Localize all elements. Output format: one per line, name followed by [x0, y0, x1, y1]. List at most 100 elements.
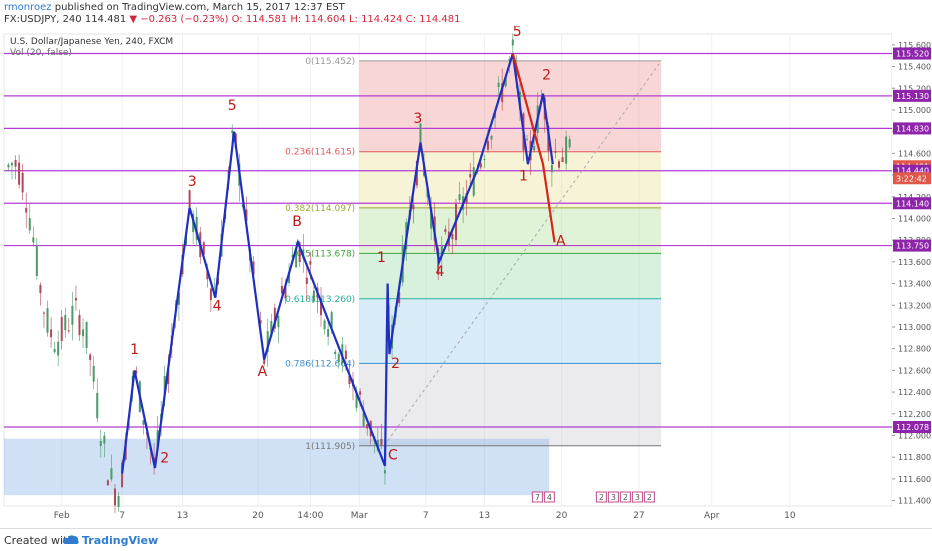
legend-badge-label: 3: [611, 493, 616, 502]
price-label: 115.130: [896, 92, 929, 101]
tradingview-brand[interactable]: TradingView: [82, 534, 159, 547]
x-tick-label: 7: [119, 511, 125, 521]
candle-body: [35, 245, 38, 276]
fib-zone: [359, 298, 662, 364]
chart-header: rmonroez published on TradingView.com, M…: [0, 0, 932, 26]
candle-body: [82, 329, 85, 337]
y-tick-label: 111.600: [898, 475, 931, 484]
x-tick-label: 20: [252, 511, 264, 521]
candle-body: [412, 204, 415, 210]
volume-area: [4, 438, 550, 496]
timer-box: [893, 172, 931, 185]
price-label: 114.440: [896, 167, 929, 176]
candle-body: [327, 329, 330, 337]
wave-label: A: [258, 364, 268, 380]
y-tick-label: 112.400: [898, 388, 931, 397]
y-tick-label: 113.600: [898, 258, 931, 267]
candle-body: [32, 237, 35, 243]
x-tick-label: Apr: [704, 511, 720, 521]
candle-body: [21, 172, 24, 193]
candle-body: [366, 424, 369, 429]
y-tick-label: 115.200: [898, 84, 931, 93]
legend-badge: [643, 491, 655, 503]
candle-body: [92, 365, 95, 382]
candle-body: [117, 495, 120, 508]
candle-body: [334, 351, 337, 355]
legend-badge-label: 3: [635, 493, 640, 502]
price-label-box: [893, 122, 931, 135]
candle-body: [121, 462, 124, 488]
candle-body: [114, 488, 116, 506]
fib-zone: [359, 253, 662, 299]
y-tick-label: 112.800: [898, 345, 931, 354]
candle-body: [39, 284, 42, 294]
wave-label: 3: [188, 174, 197, 190]
tradingview-cloud-icon: [62, 535, 79, 544]
candle-body: [380, 439, 383, 446]
created-with-text: Created with: [4, 534, 75, 547]
candle-body: [383, 470, 386, 474]
timer-label: 3:22:42: [896, 174, 927, 183]
candle-body: [7, 164, 10, 168]
price-chart[interactable]: 0(115.452) 0.236(114.615) 0.382(114.097) 0.…: [0, 26, 932, 528]
candle-body: [288, 272, 291, 283]
legend-badge-label: 2: [599, 493, 604, 502]
candle-body: [206, 270, 209, 280]
price-label-box: [893, 421, 931, 434]
y-tick-label: 111.800: [898, 453, 931, 462]
candle-body: [177, 292, 180, 305]
footer-bar: Created with TradingView: [0, 528, 932, 551]
x-tick-label: Feb: [54, 511, 70, 521]
x-tick-label: 20: [556, 511, 568, 521]
x-tick-label: Mar: [351, 511, 368, 521]
price-label: 112.078: [896, 423, 929, 432]
candle-body: [430, 208, 433, 229]
candle-body: [231, 130, 234, 133]
author-link[interactable]: rmonroez: [4, 2, 52, 13]
y-tick-label: 111.400: [898, 497, 931, 506]
candle-body: [273, 307, 276, 329]
candle-body: [67, 330, 70, 332]
price-label-box: [893, 239, 931, 252]
y-tick-label: 113.200: [898, 301, 931, 310]
y-tick-label: 113.000: [898, 323, 931, 332]
candle-body: [337, 353, 340, 362]
candle-body: [298, 242, 301, 263]
candle-body: [18, 162, 21, 185]
fib-level-label: 0.236(114.615): [285, 148, 355, 158]
candle-body: [504, 77, 507, 87]
y-axis-panel: [892, 26, 932, 526]
candle-body: [568, 139, 571, 148]
wave-label: 5: [228, 98, 237, 114]
candle-body: [266, 331, 269, 352]
y-tick-label: 115.400: [898, 63, 931, 72]
fib-level-label: 0(115.452): [305, 57, 355, 67]
elliott-wave-red: [511, 53, 556, 243]
candle-body: [483, 159, 486, 161]
wave-label: B: [292, 214, 302, 230]
wave-label: 1: [377, 250, 386, 266]
legend-badge-label: 7: [535, 493, 540, 502]
legend-badge: [543, 491, 555, 503]
y-tick-label: 112.600: [898, 366, 931, 375]
candle-body: [202, 242, 205, 255]
candle-body: [479, 163, 482, 168]
wave-label: 2: [542, 68, 551, 84]
y-tick-label: 112.000: [898, 431, 931, 440]
candle-body: [57, 341, 60, 356]
candle-body: [209, 288, 212, 301]
candle-body: [188, 190, 191, 208]
price-label-box: [893, 47, 931, 60]
legend-badge: [607, 491, 619, 503]
candle-body: [10, 162, 13, 166]
wave-label: 1: [130, 342, 139, 358]
chart-subtitle: Vol (20, false): [10, 48, 72, 58]
candle-body: [64, 315, 67, 331]
candle-body: [195, 216, 198, 240]
candle-body: [96, 392, 99, 419]
y-tick-label: 112.200: [898, 410, 931, 419]
candle-body: [14, 159, 17, 167]
candle-body: [142, 420, 145, 425]
candle-body: [508, 59, 511, 61]
